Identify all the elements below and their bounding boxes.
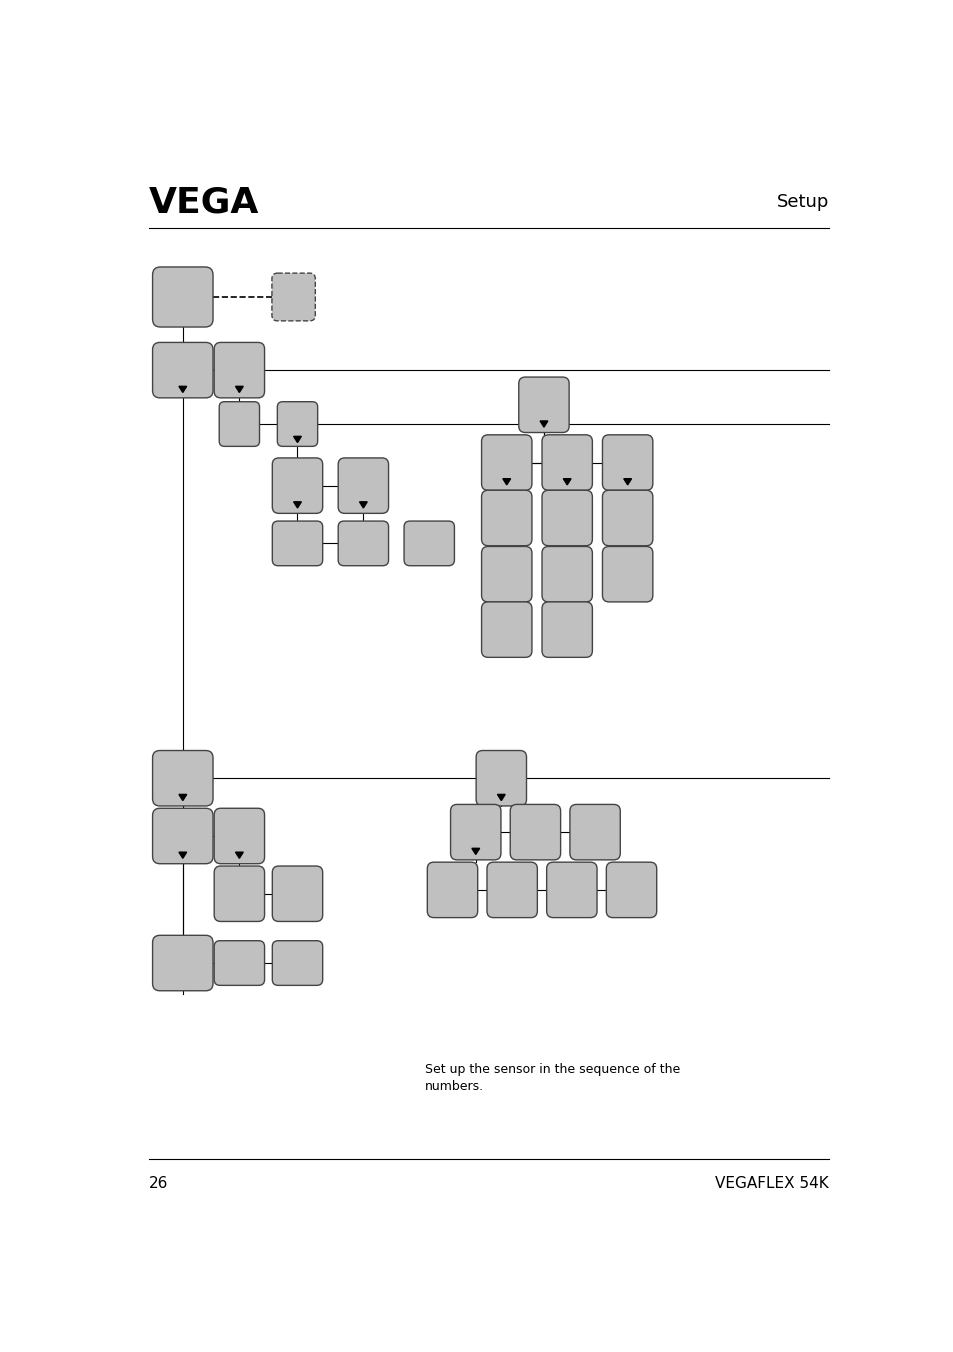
FancyBboxPatch shape — [541, 602, 592, 657]
Polygon shape — [179, 387, 187, 392]
FancyBboxPatch shape — [602, 491, 652, 546]
Polygon shape — [623, 479, 631, 485]
Polygon shape — [179, 852, 187, 859]
FancyBboxPatch shape — [450, 804, 500, 860]
FancyBboxPatch shape — [214, 808, 264, 864]
FancyBboxPatch shape — [219, 402, 259, 446]
FancyBboxPatch shape — [277, 402, 317, 446]
FancyBboxPatch shape — [152, 936, 213, 991]
FancyBboxPatch shape — [481, 546, 532, 602]
FancyBboxPatch shape — [486, 863, 537, 918]
FancyBboxPatch shape — [272, 867, 322, 922]
Polygon shape — [359, 502, 367, 508]
FancyBboxPatch shape — [510, 804, 560, 860]
Polygon shape — [497, 795, 505, 800]
Text: 26: 26 — [149, 1176, 168, 1191]
FancyBboxPatch shape — [337, 521, 388, 565]
FancyBboxPatch shape — [518, 377, 569, 433]
Text: Setup: Setup — [776, 193, 828, 211]
Polygon shape — [294, 502, 301, 508]
FancyBboxPatch shape — [272, 458, 322, 514]
FancyBboxPatch shape — [337, 458, 388, 514]
Polygon shape — [235, 852, 243, 859]
Polygon shape — [539, 420, 547, 427]
FancyBboxPatch shape — [214, 342, 264, 397]
Polygon shape — [235, 387, 243, 392]
FancyBboxPatch shape — [427, 863, 477, 918]
FancyBboxPatch shape — [152, 750, 213, 806]
FancyBboxPatch shape — [152, 808, 213, 864]
FancyBboxPatch shape — [541, 491, 592, 546]
FancyBboxPatch shape — [541, 546, 592, 602]
FancyBboxPatch shape — [404, 521, 454, 565]
FancyBboxPatch shape — [481, 491, 532, 546]
FancyBboxPatch shape — [476, 750, 526, 806]
Polygon shape — [562, 479, 571, 485]
FancyBboxPatch shape — [481, 435, 532, 491]
FancyBboxPatch shape — [569, 804, 619, 860]
FancyBboxPatch shape — [272, 521, 322, 565]
FancyBboxPatch shape — [214, 941, 264, 986]
Polygon shape — [502, 479, 510, 485]
FancyBboxPatch shape — [272, 941, 322, 986]
FancyBboxPatch shape — [152, 266, 213, 327]
FancyBboxPatch shape — [606, 863, 656, 918]
FancyBboxPatch shape — [214, 867, 264, 922]
FancyBboxPatch shape — [541, 435, 592, 491]
Polygon shape — [179, 795, 187, 800]
FancyBboxPatch shape — [481, 602, 532, 657]
Polygon shape — [294, 437, 301, 442]
Text: VEGAFLEX 54K: VEGAFLEX 54K — [715, 1176, 828, 1191]
Polygon shape — [472, 848, 479, 854]
Text: Set up the sensor in the sequence of the
numbers.: Set up the sensor in the sequence of the… — [425, 1063, 679, 1094]
FancyBboxPatch shape — [272, 273, 315, 320]
FancyBboxPatch shape — [546, 863, 597, 918]
Text: VEGA: VEGA — [149, 185, 259, 219]
FancyBboxPatch shape — [152, 342, 213, 397]
FancyBboxPatch shape — [602, 546, 652, 602]
FancyBboxPatch shape — [602, 435, 652, 491]
